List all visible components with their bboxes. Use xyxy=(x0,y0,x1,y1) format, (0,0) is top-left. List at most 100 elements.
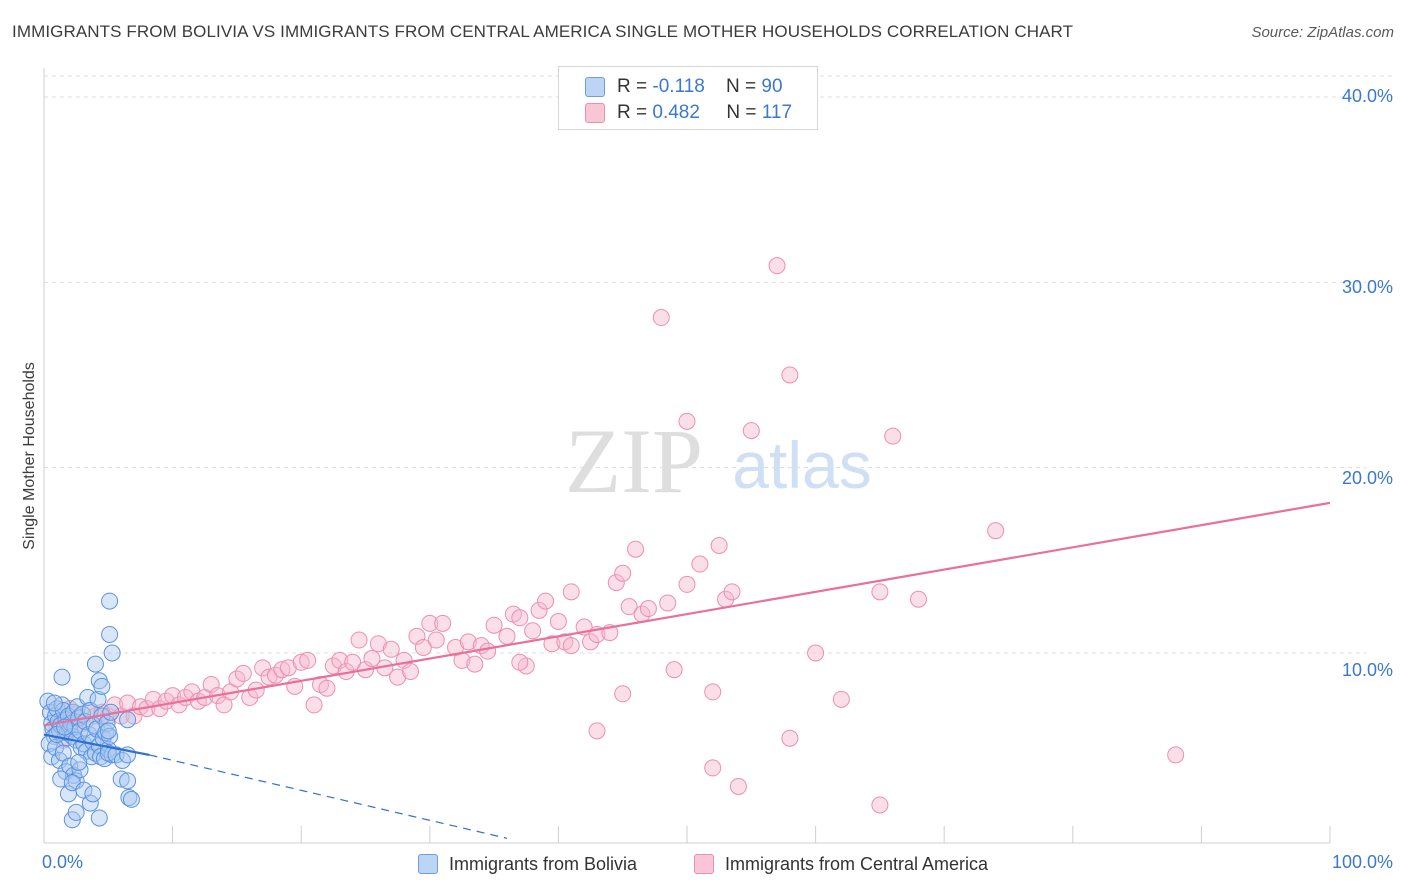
series-legend-bolivia: Immigrants from Bolivia xyxy=(418,852,637,876)
data-point xyxy=(234,664,252,682)
chart-source: Source: ZipAtlas.com xyxy=(1251,24,1394,41)
data-point xyxy=(45,694,63,712)
data-point xyxy=(299,651,317,669)
y-tick-label-20: 20.0% xyxy=(1341,468,1393,488)
data-point xyxy=(84,785,102,803)
data-point xyxy=(79,688,97,706)
data-point xyxy=(524,622,542,640)
legend-n-label: N = xyxy=(725,76,757,97)
data-point xyxy=(884,427,902,445)
data-point xyxy=(659,594,677,612)
data-point xyxy=(768,257,786,275)
series-name-central-america: Immigrants from Central America xyxy=(725,853,989,874)
data-point xyxy=(344,653,362,671)
data-point xyxy=(639,600,657,618)
data-point xyxy=(485,616,503,634)
correlation-legend: R = -0.118 N = 90 R = 0.482 N = 117 xyxy=(558,66,818,130)
data-point xyxy=(678,575,696,593)
data-point xyxy=(39,692,57,710)
data-point xyxy=(421,614,439,632)
data-point xyxy=(363,650,381,668)
legend-r-value-bolivia: -0.118 xyxy=(652,76,705,97)
legend-n-value-central-america: 117 xyxy=(761,102,793,123)
data-point xyxy=(402,663,420,681)
data-point xyxy=(652,309,670,327)
data-point xyxy=(260,668,278,686)
data-point xyxy=(120,789,138,807)
data-point xyxy=(704,759,722,777)
data-point xyxy=(389,668,407,686)
data-point xyxy=(228,670,246,688)
data-point xyxy=(119,711,137,729)
data-point xyxy=(678,412,696,430)
data-point xyxy=(498,627,516,645)
series-swatch-bolivia xyxy=(418,854,438,874)
data-point xyxy=(382,640,400,658)
data-point xyxy=(665,661,683,679)
data-point xyxy=(122,790,140,808)
data-point xyxy=(89,690,107,708)
data-point xyxy=(350,631,368,649)
data-point xyxy=(318,679,336,697)
data-point xyxy=(70,753,88,771)
data-point xyxy=(119,772,137,790)
data-point xyxy=(909,590,927,608)
watermark: ZIP atlas xyxy=(565,410,872,512)
data-point xyxy=(266,666,284,684)
data-point xyxy=(479,642,497,660)
data-point xyxy=(427,631,445,649)
legend-n-value-bolivia: 90 xyxy=(761,76,783,97)
data-point xyxy=(292,653,310,671)
legend-swatch-bolivia xyxy=(585,77,605,97)
data-point xyxy=(53,668,71,686)
data-point xyxy=(61,757,79,775)
central-america-points xyxy=(48,257,1185,814)
legend-r-value-central-america: 0.482 xyxy=(652,102,700,123)
data-point xyxy=(107,746,125,764)
data-point xyxy=(86,655,104,673)
data-point xyxy=(807,644,825,662)
data-point xyxy=(543,635,561,653)
bolivia-points xyxy=(39,592,140,829)
y-tick-label-30: 30.0% xyxy=(1341,277,1393,297)
axes xyxy=(43,68,1331,844)
data-point xyxy=(607,574,625,592)
data-point xyxy=(614,564,632,582)
data-point xyxy=(369,635,387,653)
watermark-zip: ZIP xyxy=(565,410,703,512)
data-point xyxy=(627,540,645,558)
data-point xyxy=(279,659,297,677)
data-point xyxy=(871,796,889,814)
data-point xyxy=(434,614,452,632)
data-point xyxy=(67,803,85,821)
data-point xyxy=(832,690,850,708)
trend-line-bolivia xyxy=(43,733,150,757)
x-tick-label-right: 100.0% xyxy=(1331,852,1393,872)
series-name-bolivia: Immigrants from Bolivia xyxy=(449,853,638,874)
data-point xyxy=(103,644,121,662)
y-tick-label-40: 40.0% xyxy=(1341,86,1393,106)
chart-title: IMMIGRANTS FROM BOLIVIA VS IMMIGRANTS FR… xyxy=(12,22,1074,41)
data-point xyxy=(101,727,119,745)
data-point xyxy=(549,612,567,630)
data-point xyxy=(530,601,548,619)
data-point xyxy=(871,583,889,601)
data-point xyxy=(99,722,117,740)
data-point xyxy=(614,685,632,703)
grid-lines xyxy=(44,75,1394,654)
data-point xyxy=(729,777,747,795)
data-point xyxy=(781,366,799,384)
watermark-atlas: atlas xyxy=(732,428,871,502)
legend-swatch-central-america xyxy=(585,103,605,123)
data-point xyxy=(987,522,1005,540)
series-legend-central-america: Immigrants from Central America xyxy=(694,852,988,876)
data-point xyxy=(511,609,529,627)
trend-line-central-america xyxy=(43,501,1331,727)
data-point xyxy=(112,770,130,788)
data-point xyxy=(704,683,722,701)
data-point xyxy=(588,722,606,740)
data-point xyxy=(466,655,484,673)
data-point xyxy=(459,633,477,651)
x-tick-label-left: 0.0% xyxy=(42,852,84,872)
